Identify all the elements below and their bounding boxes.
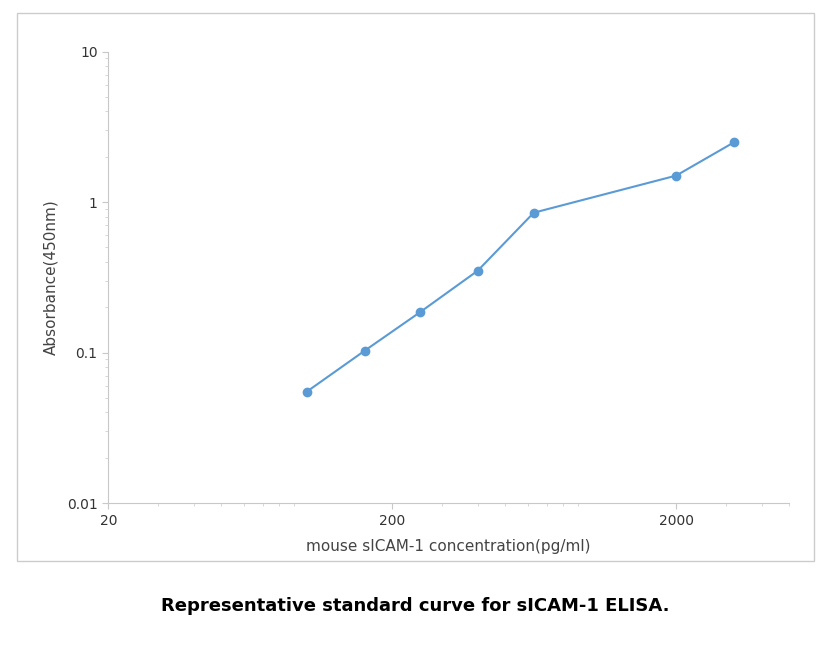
Text: Representative standard curve for sICAM-1 ELISA.: Representative standard curve for sICAM-… xyxy=(161,597,670,615)
X-axis label: mouse sICAM-1 concentration(pg/ml): mouse sICAM-1 concentration(pg/ml) xyxy=(307,539,591,553)
Y-axis label: Absorbance(450nm): Absorbance(450nm) xyxy=(43,199,58,355)
